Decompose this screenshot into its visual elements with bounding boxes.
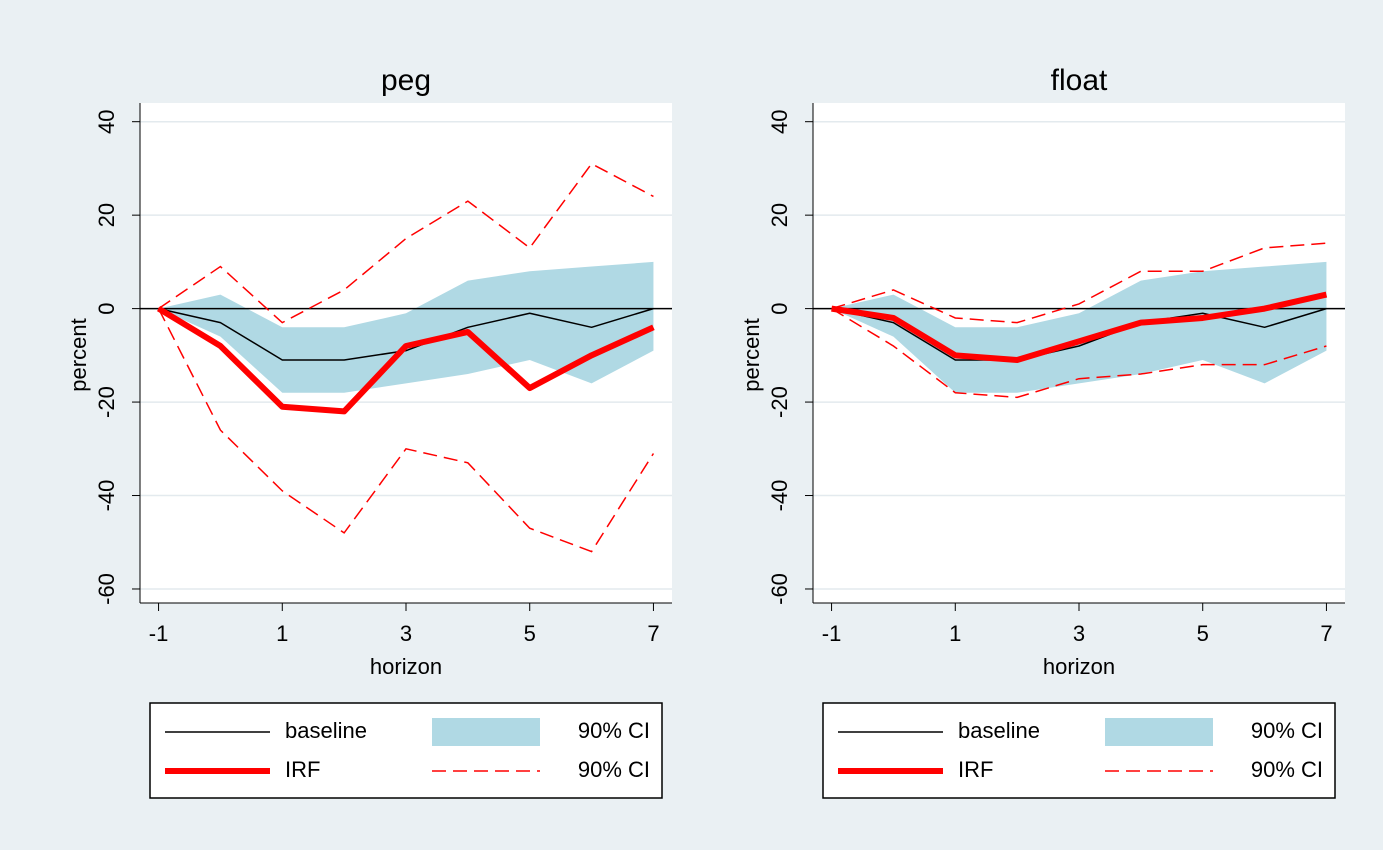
y-tick-label: 0 [767, 302, 792, 314]
x-tick-label: 5 [524, 621, 536, 646]
legend-label: 90% CI [1251, 757, 1323, 782]
baseline-line [831, 307, 1327, 361]
legend-label: IRF [285, 757, 320, 782]
legend-label: baseline [958, 718, 1040, 743]
y-tick-label: -60 [767, 573, 792, 605]
ci-line [157, 308, 655, 553]
y-tick-label: -40 [94, 480, 119, 512]
y-axis-label: percent [739, 318, 764, 391]
x-tick-label: -1 [149, 621, 169, 646]
ci-line [831, 307, 1327, 399]
x-axis-label: horizon [1043, 654, 1115, 679]
x-tick-label: 1 [949, 621, 961, 646]
y-tick-label: 20 [94, 203, 119, 227]
x-axis-label: horizon [370, 654, 442, 679]
x-tick-label: 7 [1320, 621, 1332, 646]
y-axis-label: percent [66, 318, 91, 391]
y-tick-label: -60 [94, 573, 119, 605]
irf-line [831, 291, 1328, 364]
y-tick-label: 20 [767, 203, 792, 227]
irf-line [157, 306, 655, 415]
x-tick-label: 3 [1073, 621, 1085, 646]
legend-label: 90% CI [578, 757, 650, 782]
chart-title: peg [381, 64, 431, 97]
ci-line [831, 242, 1327, 324]
y-tick-label: 0 [94, 302, 119, 314]
y-tick-label: -20 [94, 386, 119, 418]
x-tick-label: 5 [1197, 621, 1209, 646]
legend-label: 90% CI [578, 718, 650, 743]
x-tick-label: 3 [400, 621, 412, 646]
y-tick-label: -40 [767, 480, 792, 512]
panel: peg -60 -40 -20 0 20 40 -1 1 3 5 7 horizon percent bas… [66, 64, 672, 799]
legend-label: 90% CI [1251, 718, 1323, 743]
panel: float -60 -40 -20 0 20 40 -1 1 3 5 7 horizon percent b… [739, 64, 1345, 799]
y-tick-label: 40 [767, 109, 792, 133]
ci-line [158, 162, 654, 324]
legend-box [822, 702, 1336, 799]
x-tick-label: -1 [822, 621, 842, 646]
legend-label: IRF [958, 757, 993, 782]
y-tick-label: -20 [767, 386, 792, 418]
legend-box [149, 702, 663, 799]
baseline-line [158, 307, 654, 361]
x-tick-label: 1 [276, 621, 288, 646]
chart-title: float [1051, 64, 1108, 97]
legend-swatch [432, 718, 540, 746]
x-tick-label: 7 [647, 621, 659, 646]
legend-swatch [1105, 718, 1213, 746]
legend-label: baseline [285, 718, 367, 743]
y-tick-label: 40 [94, 109, 119, 133]
